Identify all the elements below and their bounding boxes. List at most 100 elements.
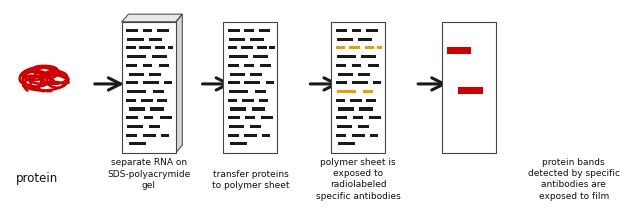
- Bar: [366, 29, 378, 32]
- Bar: [337, 38, 353, 41]
- Bar: [229, 90, 248, 93]
- Text: transfer proteins
to polymer sheet: transfer proteins to polymer sheet: [212, 170, 289, 190]
- Bar: [164, 81, 172, 84]
- Bar: [122, 22, 176, 153]
- Bar: [230, 107, 246, 111]
- Bar: [335, 134, 346, 137]
- Bar: [335, 29, 347, 32]
- Bar: [157, 99, 167, 102]
- Polygon shape: [176, 14, 183, 153]
- Bar: [259, 99, 268, 102]
- Bar: [338, 73, 353, 76]
- Bar: [369, 116, 381, 119]
- Polygon shape: [122, 14, 183, 22]
- Bar: [126, 134, 137, 137]
- Bar: [335, 116, 347, 119]
- Bar: [230, 73, 245, 76]
- Bar: [259, 29, 270, 32]
- Bar: [168, 46, 173, 49]
- Bar: [230, 142, 247, 145]
- Bar: [377, 46, 382, 49]
- Bar: [143, 134, 156, 137]
- Bar: [350, 99, 362, 102]
- Bar: [242, 99, 254, 102]
- Text: separate RNA on
SDS-polyacrymide
gel: separate RNA on SDS-polyacrymide gel: [107, 158, 191, 190]
- Bar: [149, 73, 161, 76]
- Bar: [335, 81, 347, 84]
- Bar: [260, 64, 271, 67]
- Bar: [129, 142, 146, 145]
- Bar: [337, 125, 352, 128]
- Bar: [373, 81, 382, 84]
- Bar: [338, 142, 355, 145]
- Text: polymer sheet is
exposed to
radiolabeled
specific antibodies: polymer sheet is exposed to radiolabeled…: [316, 158, 401, 201]
- Bar: [149, 38, 162, 41]
- Bar: [358, 38, 372, 41]
- Bar: [359, 107, 373, 111]
- Bar: [127, 55, 146, 58]
- Bar: [126, 64, 137, 67]
- Bar: [143, 64, 152, 67]
- Bar: [149, 125, 160, 128]
- Bar: [250, 38, 264, 41]
- Bar: [126, 29, 138, 32]
- Bar: [244, 134, 257, 137]
- Bar: [129, 73, 143, 76]
- Bar: [143, 29, 152, 32]
- Bar: [261, 116, 273, 119]
- Bar: [228, 116, 240, 119]
- Bar: [228, 134, 238, 137]
- Bar: [363, 90, 373, 93]
- Bar: [250, 73, 262, 76]
- Bar: [337, 90, 356, 93]
- Bar: [458, 87, 482, 94]
- Bar: [143, 116, 153, 119]
- Bar: [152, 55, 167, 58]
- Bar: [250, 125, 261, 128]
- Text: protein: protein: [16, 172, 58, 185]
- Bar: [335, 46, 346, 49]
- Bar: [157, 29, 169, 32]
- Bar: [349, 46, 360, 49]
- Bar: [338, 107, 354, 111]
- Bar: [229, 55, 248, 58]
- Bar: [126, 99, 136, 102]
- Bar: [353, 116, 363, 119]
- Bar: [443, 22, 496, 153]
- Bar: [160, 116, 172, 119]
- Bar: [228, 29, 240, 32]
- Bar: [269, 46, 275, 49]
- Bar: [252, 107, 265, 111]
- Bar: [153, 90, 164, 93]
- Bar: [244, 29, 254, 32]
- Bar: [155, 46, 165, 49]
- Bar: [143, 81, 158, 84]
- Bar: [141, 99, 153, 102]
- Bar: [229, 38, 245, 41]
- Bar: [241, 46, 252, 49]
- Bar: [127, 90, 146, 93]
- Bar: [366, 99, 376, 102]
- Bar: [370, 134, 378, 137]
- Bar: [253, 55, 268, 58]
- Bar: [126, 116, 138, 119]
- Bar: [127, 125, 143, 128]
- Bar: [331, 22, 385, 153]
- Bar: [266, 81, 274, 84]
- Bar: [228, 46, 238, 49]
- Bar: [352, 81, 368, 84]
- Bar: [358, 73, 370, 76]
- Bar: [161, 134, 169, 137]
- Bar: [446, 47, 471, 54]
- Bar: [335, 64, 346, 67]
- Bar: [158, 64, 169, 67]
- Bar: [150, 107, 164, 111]
- Bar: [126, 46, 136, 49]
- Bar: [262, 134, 270, 137]
- Bar: [228, 99, 238, 102]
- Bar: [368, 64, 378, 67]
- Bar: [224, 22, 278, 153]
- Bar: [229, 125, 244, 128]
- Bar: [257, 46, 267, 49]
- Bar: [255, 90, 266, 93]
